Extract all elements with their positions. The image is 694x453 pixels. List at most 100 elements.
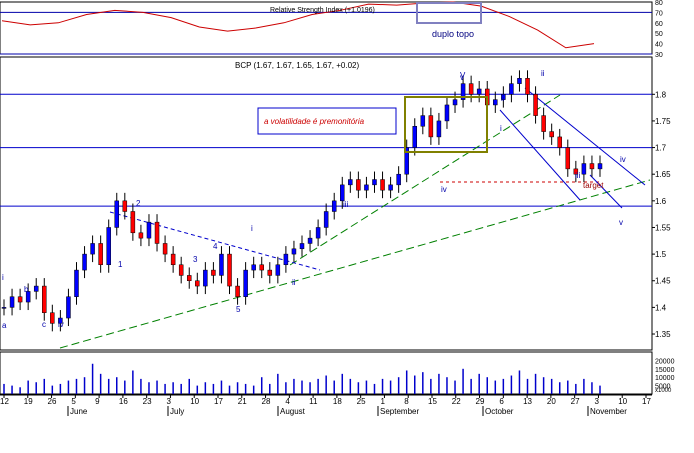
annotation-box [257, 107, 397, 135]
month-label: June [70, 407, 88, 416]
candle-body [283, 253, 289, 266]
date-tick-label: 5 [71, 397, 76, 406]
price-title: BCP (1.67, 1.67, 1.65, 1.67, +0.02) [235, 61, 359, 70]
price-tick-label: 1.55 [655, 223, 671, 232]
rsi-tick-label: 40 [655, 42, 663, 49]
rsi-panel: 30 40 50 60 70 80 Relative Strength Index (+1.… [0, 0, 663, 59]
date-tick-label: 10 [618, 397, 627, 406]
wave-label: target [583, 181, 604, 190]
wave-label: V [460, 71, 466, 80]
candle-body [162, 243, 168, 255]
candle-body [573, 168, 579, 175]
price-tick-label: 1.4 [655, 303, 667, 312]
candle-body [549, 131, 554, 138]
candle-body [154, 221, 160, 244]
date-tick-label: 4 [285, 397, 290, 406]
date-tick-label: 13 [523, 397, 532, 406]
candle-body [50, 312, 55, 324]
candle-body [597, 163, 603, 170]
wave-label: a [2, 321, 7, 330]
wave-label: b [24, 285, 29, 294]
wave-label: 5 [236, 305, 241, 314]
date-tick-label: 9 [95, 397, 100, 406]
wave-label: ii [501, 94, 505, 103]
date-tick-label: 25 [357, 397, 366, 406]
candle-body [130, 211, 136, 234]
wave-label: i [2, 273, 4, 282]
candle-body [235, 285, 240, 297]
candle-body [259, 264, 264, 271]
wave-label: 2 [136, 199, 141, 208]
wave-label: 3 [193, 255, 198, 264]
candle-body [589, 163, 595, 170]
candle-body [146, 221, 152, 239]
date-tick-label: 11 [309, 397, 318, 406]
price-tick-label: 1.45 [655, 277, 671, 286]
candle-body [106, 227, 111, 266]
candle-body [138, 232, 144, 239]
candle-body [203, 269, 208, 287]
candle-body [299, 243, 305, 250]
candle-body [1, 307, 7, 309]
rsi-frame [0, 1, 653, 55]
price-tick-label: 1.75 [655, 117, 671, 126]
price-tick-label: 1.6 [655, 197, 667, 206]
rsi-tick-label: 70 [655, 10, 663, 17]
candle-body [541, 115, 546, 132]
date-tick-label: 17 [214, 397, 223, 406]
date-tick-label: 20 [547, 397, 556, 406]
wave-label: c [42, 320, 46, 329]
candle-body [58, 317, 63, 324]
date-tick-label: 15 [428, 397, 437, 406]
candle-body [468, 83, 474, 95]
candle-body [388, 184, 393, 191]
candle-body [307, 237, 313, 244]
date-tick-label: 16 [119, 397, 128, 406]
date-tick-label: 3 [166, 397, 171, 406]
date-tick-label: 10 [190, 397, 199, 406]
date-tick-label: 21 [238, 397, 247, 406]
candle-body [122, 200, 128, 212]
candle-body [565, 147, 571, 170]
candle-body [436, 120, 442, 138]
month-label: September [380, 407, 419, 416]
candle-body [227, 253, 232, 287]
candle-body [211, 269, 216, 276]
candle-body [74, 269, 79, 297]
candle-body [114, 200, 120, 228]
date-tick-label: 1 [380, 397, 385, 406]
rsi-tick-label: 80 [655, 0, 663, 7]
candle-body [525, 78, 530, 95]
date-tick-label: 12 [0, 397, 9, 406]
candle-body [90, 243, 95, 255]
candle-body [412, 126, 418, 148]
candle-body [251, 264, 256, 271]
rsi-line [1, 1, 595, 49]
candle-body [82, 253, 87, 271]
month-label: November [590, 407, 627, 416]
date-tick-label: 26 [48, 397, 57, 406]
candle-body [186, 275, 192, 281]
rsi-tick-label: 50 [655, 31, 663, 38]
candle-body [170, 253, 176, 266]
candle-body [356, 179, 361, 191]
candle-body [275, 264, 281, 276]
date-tick-label: 28 [262, 397, 271, 406]
volume-tick-label: 10000 [655, 375, 675, 382]
mid-trendline [289, 94, 561, 266]
wave-label: iii [575, 171, 581, 180]
resistance-trendline [109, 211, 321, 271]
rsi-title: Relative Strength Index (+1.0196) [270, 7, 375, 14]
candle-body [323, 211, 329, 228]
candle-body [501, 94, 506, 100]
wave-label: iii [343, 200, 349, 209]
candle-body [493, 99, 498, 106]
date-tick-label: 6 [499, 397, 504, 406]
rsi-tick-label: 30 [655, 52, 663, 59]
candle-body [219, 253, 224, 276]
candle-body [396, 173, 401, 186]
candle-body [267, 269, 273, 276]
